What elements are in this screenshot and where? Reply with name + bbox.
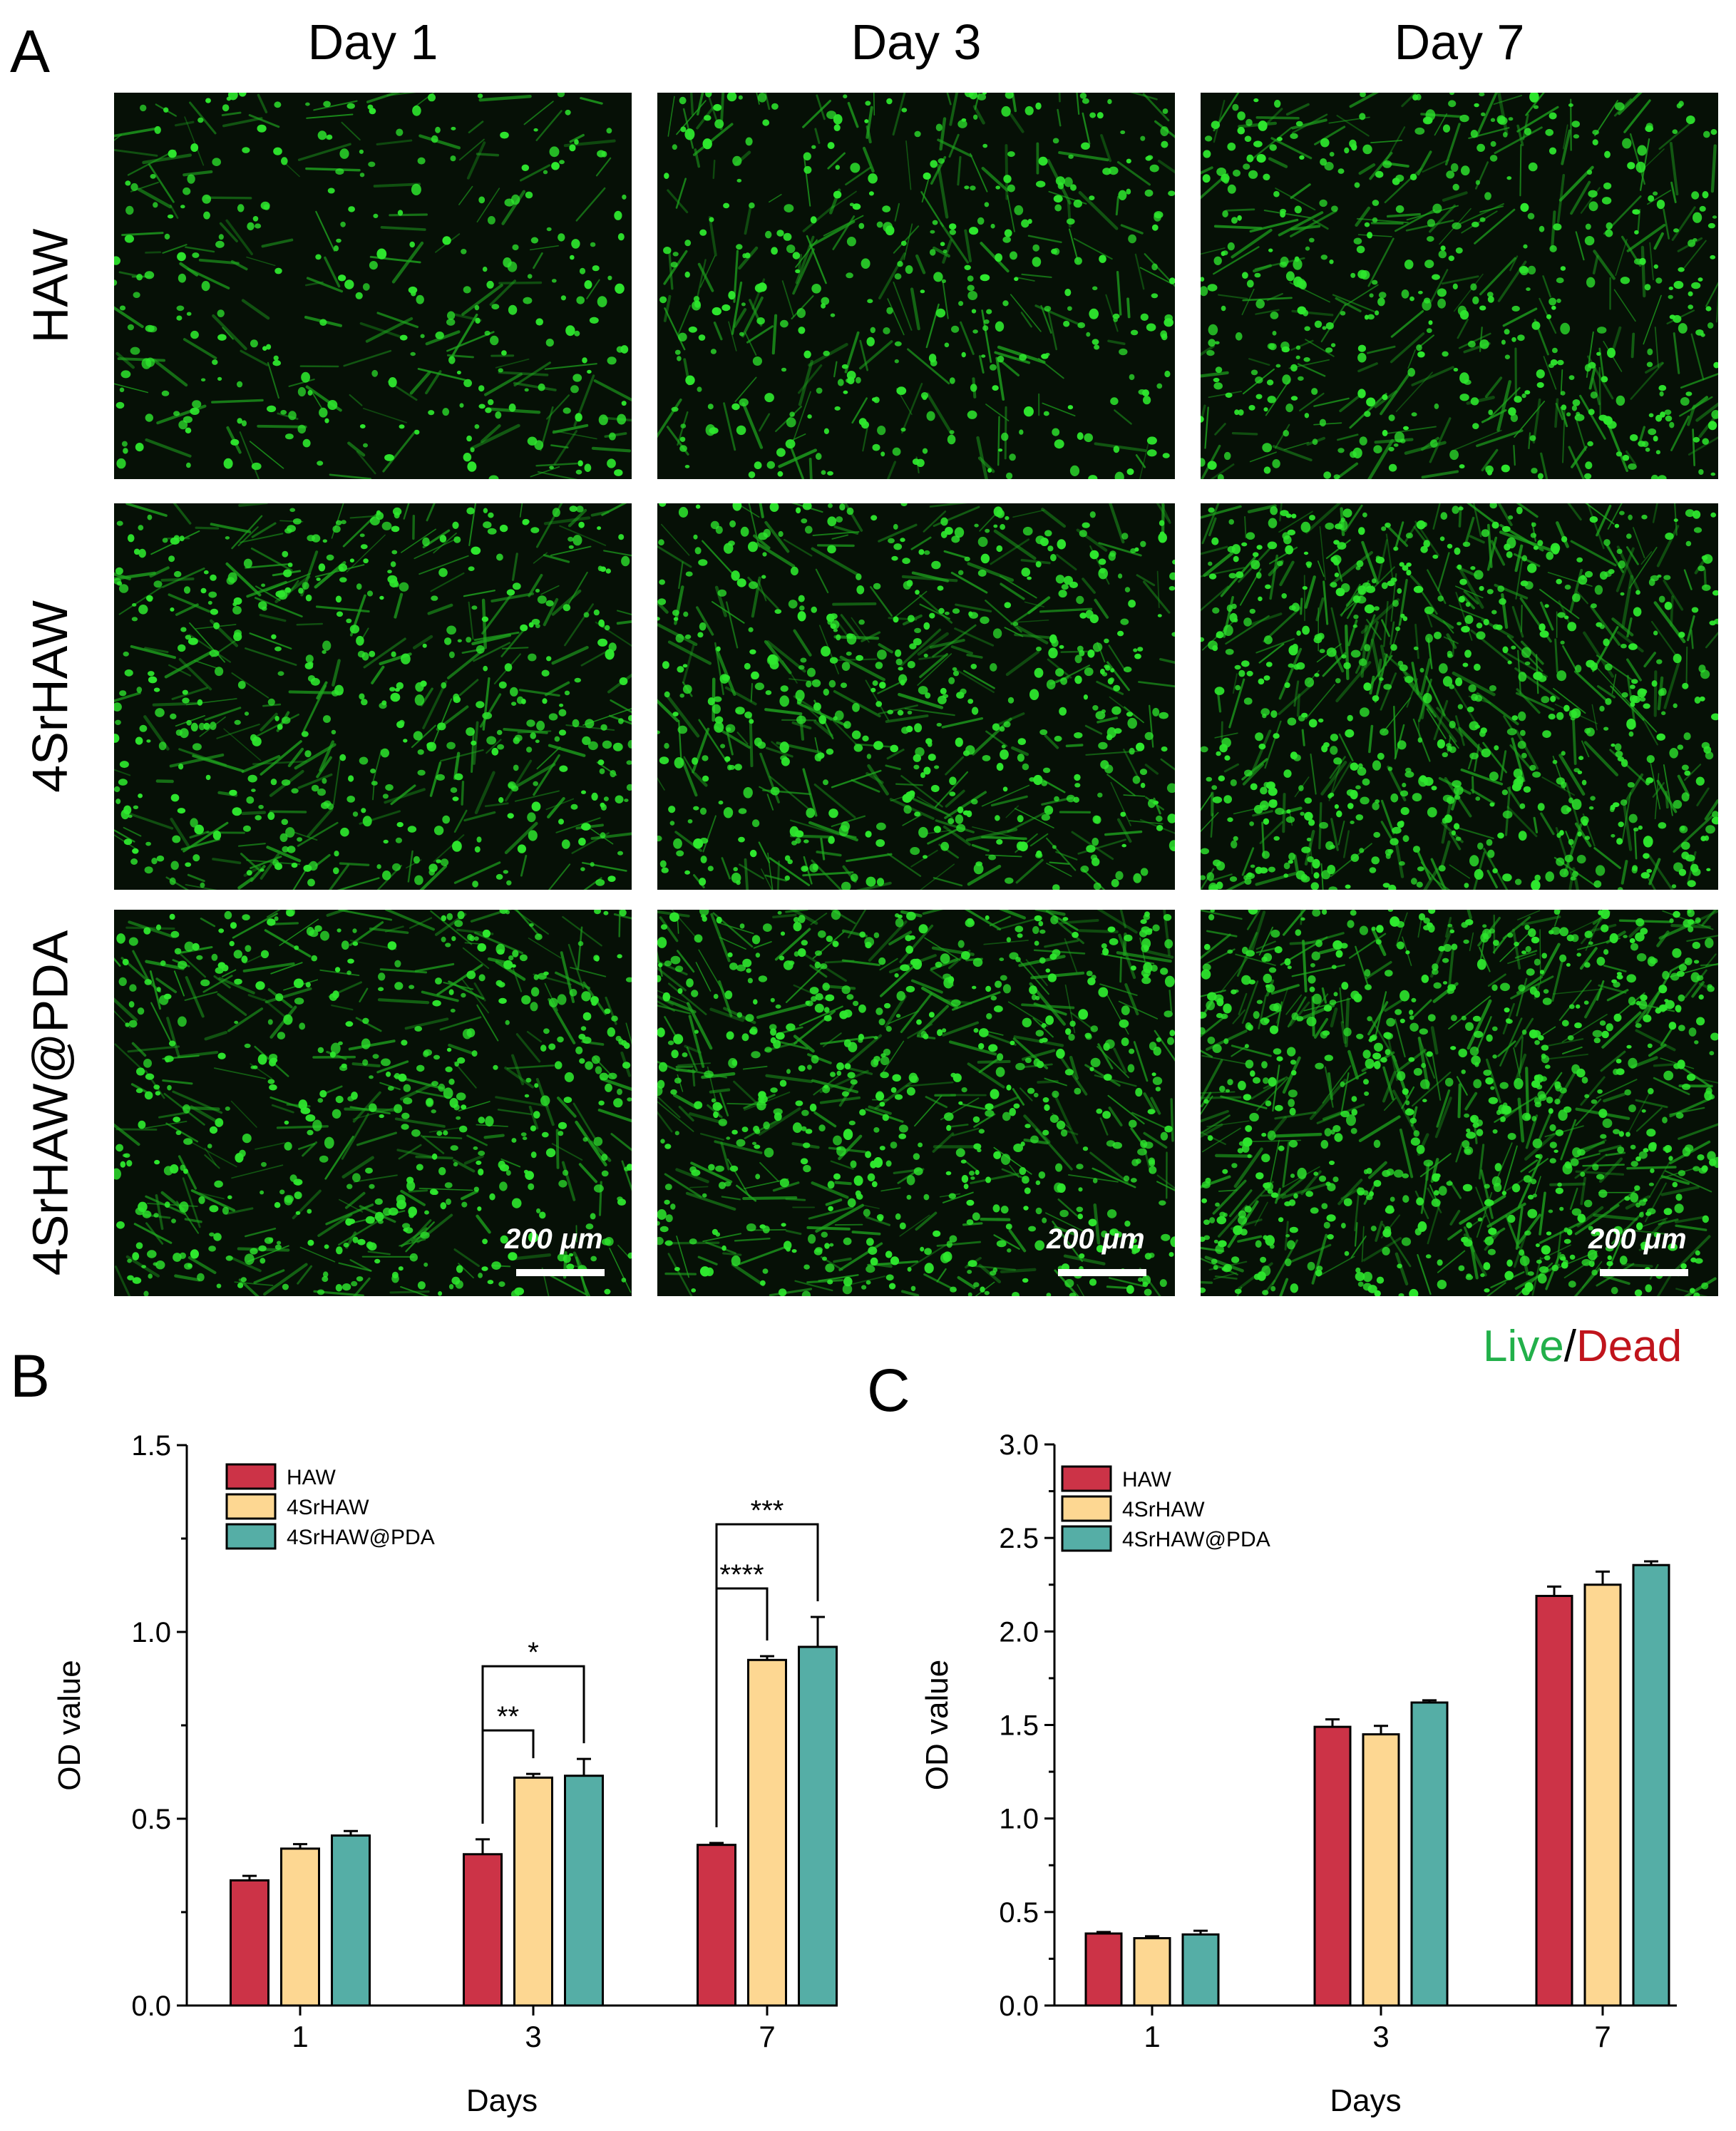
column-header-day-7: Day 7: [1201, 17, 1718, 67]
chart-c: 0.0 0.5 1.0 1.5 2.0 2.5 3.0 1 3 7 Days OD value HAW 4…: [856, 1397, 1736, 2127]
bar-4srhaw-day-1: [282, 1849, 319, 2006]
bar-4srhaw-day-1: [1134, 1939, 1170, 2006]
bar-4srhaw-pda-day-1: [332, 1836, 370, 2006]
bar-4srhaw-pda-day-1: [1183, 1934, 1218, 2006]
y-tick-label: 1.0: [999, 1804, 1039, 1835]
bar-4srhaw-day-3: [1363, 1735, 1399, 2006]
significance-label: **: [497, 1701, 519, 1732]
bar-haw-day-3: [464, 1854, 502, 2006]
legend-slash: /: [1564, 1322, 1576, 1371]
bar-4srhaw-pda-day-7: [1633, 1565, 1669, 2006]
y-tick-label: 3.0: [999, 1429, 1039, 1461]
live-dead-legend: Live/Dead: [1483, 1325, 1682, 1369]
bar-4srhaw-day-7: [1585, 1585, 1621, 2006]
micrograph-haw-day-3: [657, 93, 1175, 479]
y-tick-label: 0.5: [131, 1804, 171, 1835]
legend-swatch: [227, 1494, 275, 1519]
bar-4srhaw-day-7: [749, 1660, 786, 2006]
y-tick-label: 1.5: [131, 1430, 171, 1462]
bar-4srhaw-pda-day-7: [799, 1647, 837, 2006]
significance-label: ***: [751, 1495, 784, 1526]
dead-label: Dead: [1576, 1322, 1682, 1371]
bar-haw-day-1: [231, 1880, 269, 2006]
x-tick-label: 3: [1372, 2020, 1389, 2053]
x-tick-label: 1: [292, 2020, 308, 2053]
y-tick-label: 1.0: [131, 1617, 171, 1648]
legend-label: 4SrHAW: [1122, 1498, 1205, 1521]
legend-label: HAW: [287, 1466, 337, 1489]
column-header-day-1: Day 1: [114, 17, 632, 67]
scale-bar-label-day-1: 200 μm: [505, 1225, 603, 1253]
column-header-day-3: Day 3: [657, 17, 1175, 67]
y-tick-label: 0.0: [999, 1991, 1039, 2022]
bar-haw-day-1: [1086, 1934, 1121, 2006]
bar-haw-day-7: [698, 1845, 736, 2006]
bar-haw-day-3: [1315, 1727, 1350, 2006]
y-axis-title: OD value: [52, 1660, 87, 1790]
legend-label: HAW: [1122, 1468, 1172, 1491]
x-axis-title: Days: [466, 2083, 538, 2118]
legend-label: 4SrHAW@PDA: [287, 1526, 435, 1549]
bar-haw-day-7: [1536, 1596, 1572, 2006]
live-label: Live: [1483, 1322, 1564, 1371]
micrograph-4srhaw-day-3: [657, 503, 1175, 890]
scale-bar-day-3: [1058, 1269, 1146, 1276]
micrograph-4srhaw-day-7: [1201, 503, 1718, 890]
legend-swatch: [1062, 1496, 1111, 1521]
x-tick-label: 7: [759, 2020, 775, 2053]
y-tick-label: 0.5: [999, 1897, 1039, 1929]
y-tick-label: 2.0: [999, 1616, 1039, 1648]
bar-4srhaw-pda-day-3: [1412, 1703, 1447, 2006]
row-header-haw: HAW: [25, 229, 75, 344]
legend-swatch: [227, 1464, 275, 1489]
legend-label: 4SrHAW: [287, 1496, 369, 1519]
significance-label: ****: [719, 1559, 764, 1591]
significance-label: *: [528, 1637, 539, 1668]
bar-4srhaw-day-3: [515, 1777, 553, 2006]
x-tick-label: 1: [1144, 2020, 1160, 2053]
row-header-4srhaw-pda: 4SrHAW@PDA: [25, 930, 75, 1276]
panel-a-label: A: [10, 21, 50, 81]
y-axis-title: OD value: [920, 1660, 955, 1790]
scale-bar-day-7: [1600, 1269, 1688, 1276]
micrograph-4srhaw-day-1: [114, 503, 632, 890]
legend-label: 4SrHAW@PDA: [1122, 1528, 1270, 1551]
scale-bar-day-1: [516, 1269, 605, 1276]
legend-swatch: [1062, 1526, 1111, 1551]
micrograph-haw-day-7: [1201, 93, 1718, 479]
x-tick-label: 7: [1594, 2020, 1611, 2053]
row-header-4srhaw: 4SrHAW: [25, 600, 75, 793]
y-tick-label: 2.5: [999, 1523, 1039, 1554]
scale-bar-label-day-7: 200 μm: [1588, 1225, 1687, 1253]
micrograph-haw-day-1: [114, 93, 632, 479]
legend-swatch: [1062, 1467, 1111, 1491]
scale-bar-label-day-3: 200 μm: [1047, 1225, 1145, 1253]
y-tick-label: 0.0: [131, 1991, 171, 2022]
legend-swatch: [227, 1524, 275, 1549]
bar-4srhaw-pda-day-3: [565, 1776, 603, 2006]
x-axis-title: Days: [1330, 2083, 1401, 2118]
y-tick-label: 1.5: [999, 1710, 1039, 1742]
x-tick-label: 3: [525, 2020, 541, 2053]
